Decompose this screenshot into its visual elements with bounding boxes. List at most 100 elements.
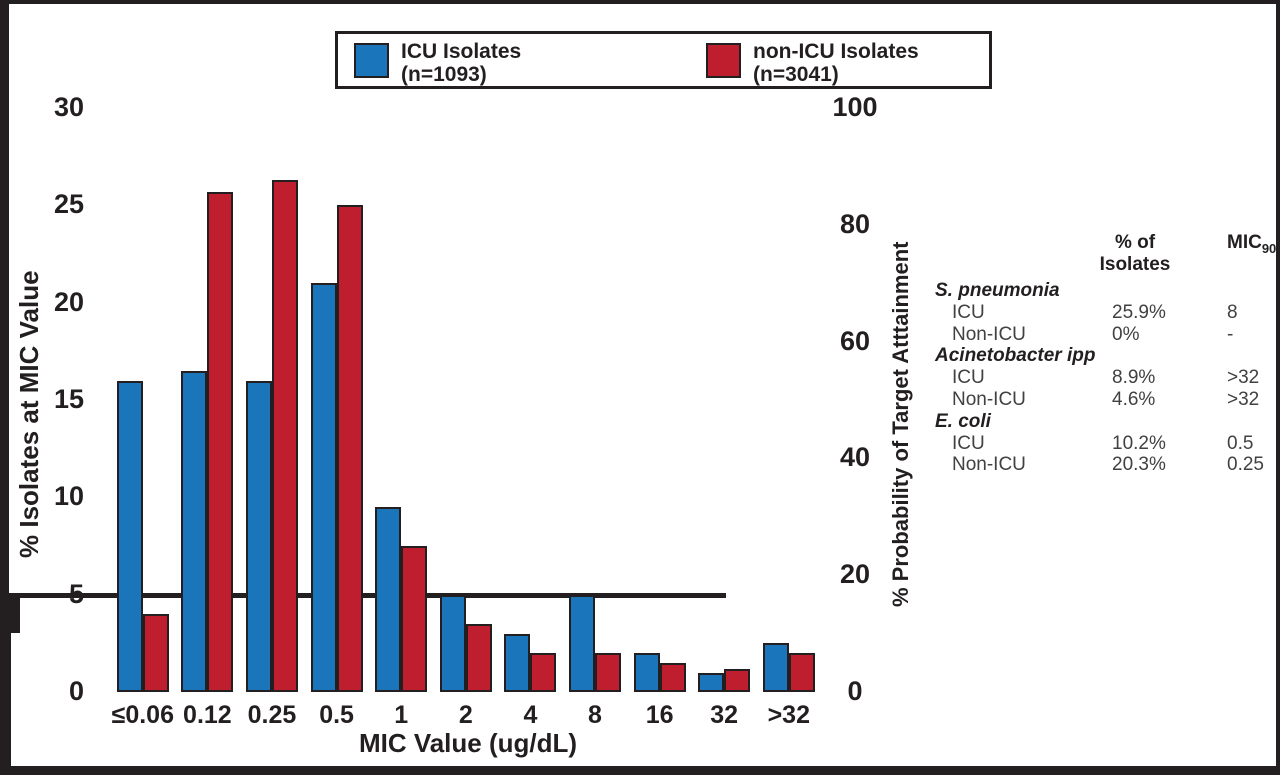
bar-icu-1 xyxy=(375,507,402,692)
table-row-mic: - xyxy=(1227,323,1234,345)
table-row-pct: 10.2% xyxy=(1112,432,1166,454)
legend: ICU Isolates (n=1093) non-ICU Isolates (… xyxy=(335,31,992,89)
chart-area: % Isolates at MIC Value % Probability of… xyxy=(4,4,1276,766)
y-tick-label: 0 xyxy=(68,676,84,706)
x-tick xyxy=(4,677,11,699)
bar-icu-32 xyxy=(698,672,725,692)
y-tick-label: 25 xyxy=(53,189,84,220)
table-species-name: E. coli xyxy=(935,410,991,432)
legend-sub-non-icu: (n=3041) xyxy=(753,63,839,86)
right-axis-label: 40 xyxy=(839,442,871,473)
y-tick-label: 30 xyxy=(53,92,84,122)
x-tick-label: 0.12 xyxy=(183,701,232,729)
legend-item-non-icu: non-ICU Isolates (n=3041) xyxy=(706,40,919,86)
table-row-pct: 8.9% xyxy=(1112,367,1156,389)
table-row-label: ICU xyxy=(952,301,985,323)
right-axis-label: 60 xyxy=(839,325,871,356)
y-tick xyxy=(4,613,20,618)
bar-icu-2 xyxy=(439,594,466,692)
x-tick-label: 0.25 xyxy=(247,701,297,729)
table-header-mic-text: MIC xyxy=(1227,232,1262,253)
table-row-mic: >32 xyxy=(1227,389,1260,410)
bar-non-icu->32 xyxy=(788,653,815,692)
bar-icu->32 xyxy=(762,643,789,692)
bar-icu-16 xyxy=(633,653,660,692)
legend-swatch-icu xyxy=(354,43,389,78)
summary-table: % of Isolates MIC90 S. pneumonia ICU 25.9%… xyxy=(4,4,1276,766)
table-header-mic-subscript: 90 xyxy=(1261,240,1277,256)
table-row-label: Non-ICU xyxy=(952,323,1026,345)
table-row-mic: 0.5 xyxy=(1227,432,1254,454)
x-tick-label: 4 xyxy=(523,701,538,729)
legend-text-non-icu: non-ICU Isolates (n=3041) xyxy=(753,40,919,86)
y-tick xyxy=(4,628,20,633)
x-axis-line xyxy=(4,593,726,598)
y-tick-label: 5 xyxy=(68,578,84,609)
y-tick-label: 10 xyxy=(53,481,84,512)
y-tick xyxy=(4,608,20,613)
bar-non-icu-32 xyxy=(724,668,751,692)
y-tick xyxy=(4,603,20,608)
x-tick-label: 2 xyxy=(458,701,473,729)
bar-non-icu-0.25 xyxy=(272,180,298,692)
right-axis-label: 0 xyxy=(847,676,863,706)
bar-non-icu-1 xyxy=(401,546,428,692)
bar-non-icu-0.5 xyxy=(336,205,363,692)
bar-non-icu-≤0.06 xyxy=(142,614,169,692)
bar-icu-4 xyxy=(504,633,531,692)
right-axis-label: 100 xyxy=(832,92,878,122)
table-header-pct: % of Isolates xyxy=(1070,232,1200,276)
legend-item-icu: ICU Isolates (n=1093) xyxy=(354,40,521,86)
x-tick xyxy=(4,743,11,765)
x-tick xyxy=(4,765,11,766)
bar-non-icu-8 xyxy=(595,653,621,692)
x-tick xyxy=(4,655,11,677)
table-header-pct-line1: % of xyxy=(1114,232,1156,253)
table-header-mic: MIC90 xyxy=(1227,232,1276,256)
x-tick xyxy=(4,721,11,743)
table-species-name: S. pneumonia xyxy=(935,280,1060,301)
x-tick-label: 32 xyxy=(710,701,739,729)
table-row-label: ICU xyxy=(952,432,985,454)
bar-non-icu-2 xyxy=(465,623,492,692)
x-tick-label: 16 xyxy=(645,701,674,729)
x-tick-label: 8 xyxy=(588,701,602,729)
table-header-pct-line2: Isolates xyxy=(1099,254,1171,275)
table-row-mic: 0.25 xyxy=(1227,454,1264,476)
y-tick xyxy=(4,623,20,628)
bar-non-icu-4 xyxy=(530,653,557,692)
y-tick-label: 20 xyxy=(53,286,84,317)
y-tick-label: 15 xyxy=(53,384,84,414)
y-tick xyxy=(4,598,20,603)
table-row-label: Non-ICU xyxy=(952,454,1026,476)
legend-sub-icu: (n=1093) xyxy=(401,63,487,86)
table-row-mic: 8 xyxy=(1227,301,1238,323)
bar-non-icu-16 xyxy=(659,662,686,692)
bar-icu-0.12 xyxy=(181,370,208,692)
table-row-pct: 0% xyxy=(1112,323,1140,345)
legend-text-icu: ICU Isolates (n=1093) xyxy=(401,40,521,86)
legend-swatch-non-icu xyxy=(706,43,741,78)
y-tick xyxy=(4,618,20,623)
bar-non-icu-0.12 xyxy=(207,191,234,692)
bar-icu-0.5 xyxy=(310,283,337,692)
legend-label-non-icu: non-ICU Isolates xyxy=(753,40,919,63)
x-tick-label: 1 xyxy=(394,701,409,729)
bar-icu-8 xyxy=(569,594,595,692)
x-tick-label: >32 xyxy=(767,701,810,729)
right-axis-label: 80 xyxy=(839,208,871,239)
table-row-mic: >32 xyxy=(1227,367,1260,389)
bar-icu-≤0.06 xyxy=(116,380,143,692)
table-species-name: Acinetobacter ipp xyxy=(935,345,1096,367)
x-axis-title: MIC Value (ug/dL) xyxy=(358,728,578,758)
x-tick-label: 0.5 xyxy=(319,701,354,729)
table-row-pct: 20.3% xyxy=(1112,454,1166,476)
legend-label-icu: ICU Isolates xyxy=(401,40,522,63)
right-axis-label: 20 xyxy=(839,559,871,590)
x-tick-label: ≤0.06 xyxy=(111,701,174,729)
table-row-pct: 25.9% xyxy=(1112,301,1166,323)
x-tick xyxy=(4,699,11,721)
y-axis-line xyxy=(4,4,9,593)
x-tick xyxy=(4,633,11,655)
